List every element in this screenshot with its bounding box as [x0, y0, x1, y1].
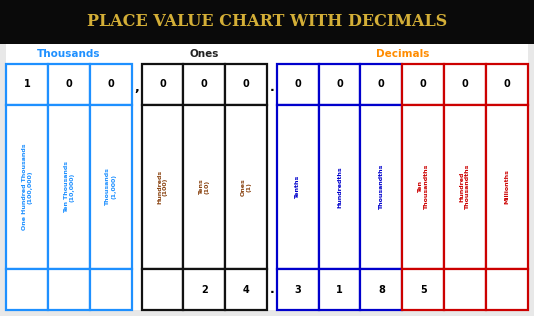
Text: 0: 0: [461, 79, 468, 89]
Bar: [142, 105, 184, 269]
Text: 1: 1: [336, 285, 343, 295]
Text: ,: ,: [135, 81, 139, 94]
Text: 0: 0: [378, 79, 384, 89]
Bar: [6, 269, 48, 310]
Bar: [402, 105, 444, 269]
Text: 3: 3: [294, 285, 301, 295]
Bar: [277, 64, 319, 105]
Bar: [486, 269, 528, 310]
Text: Thousands
(1,000): Thousands (1,000): [105, 168, 116, 206]
Bar: [184, 64, 225, 105]
Text: Ten Thousands
(10,000): Ten Thousands (10,000): [64, 161, 74, 213]
Text: 0: 0: [336, 79, 343, 89]
Bar: [277, 105, 319, 269]
Text: 0: 0: [243, 79, 249, 89]
Bar: [360, 269, 402, 310]
Text: .: .: [270, 81, 274, 94]
Bar: [48, 64, 90, 105]
Text: 0: 0: [66, 79, 73, 89]
Bar: [486, 64, 528, 105]
Bar: [360, 64, 402, 105]
Text: 1: 1: [24, 79, 30, 89]
Text: 2: 2: [201, 285, 208, 295]
Bar: [402, 269, 444, 310]
Text: Ten
Thousandths: Ten Thousandths: [418, 164, 429, 210]
Bar: [90, 64, 132, 105]
Bar: [48, 269, 90, 310]
Bar: [184, 105, 225, 269]
Bar: [6, 44, 528, 310]
Text: Hundreds
(100): Hundreds (100): [157, 170, 168, 204]
Bar: [360, 105, 402, 269]
Text: Thousandths: Thousandths: [379, 164, 384, 210]
Bar: [184, 269, 225, 310]
Text: Hundred
Thousandths: Hundred Thousandths: [460, 164, 470, 210]
Text: 8: 8: [378, 285, 385, 295]
Bar: [444, 64, 486, 105]
Text: Millionths: Millionths: [504, 169, 509, 204]
Text: .: .: [270, 283, 274, 296]
Text: Ones: Ones: [190, 49, 219, 58]
Text: Decimals: Decimals: [375, 49, 429, 58]
Text: Ones
(1): Ones (1): [241, 178, 252, 196]
Bar: [444, 269, 486, 310]
Text: 0: 0: [294, 79, 301, 89]
Text: 0: 0: [504, 79, 510, 89]
Bar: [402, 64, 444, 105]
Text: 0: 0: [420, 79, 427, 89]
Bar: [319, 269, 360, 310]
Bar: [444, 105, 486, 269]
Text: One Hundred Thousands
(100,000): One Hundred Thousands (100,000): [22, 144, 33, 230]
Text: Tenths: Tenths: [295, 175, 300, 198]
Bar: [90, 105, 132, 269]
Text: Tens
(10): Tens (10): [199, 179, 210, 195]
Bar: [319, 64, 360, 105]
Bar: [225, 64, 267, 105]
Text: 4: 4: [243, 285, 249, 295]
Bar: [277, 269, 319, 310]
Text: 5: 5: [420, 285, 427, 295]
Bar: [48, 105, 90, 269]
Bar: [6, 105, 48, 269]
Bar: [225, 105, 267, 269]
Text: 0: 0: [107, 79, 114, 89]
Text: Hundredths: Hundredths: [337, 166, 342, 208]
Bar: [225, 269, 267, 310]
Text: 0: 0: [159, 79, 166, 89]
Bar: [142, 269, 184, 310]
Bar: [90, 269, 132, 310]
Bar: [0, 0, 534, 44]
Bar: [142, 64, 184, 105]
Bar: [319, 105, 360, 269]
Text: Thousands: Thousands: [37, 49, 101, 58]
Bar: [6, 64, 48, 105]
Text: PLACE VALUE CHART WITH DECIMALS: PLACE VALUE CHART WITH DECIMALS: [87, 13, 447, 30]
Text: 0: 0: [201, 79, 208, 89]
Bar: [486, 105, 528, 269]
